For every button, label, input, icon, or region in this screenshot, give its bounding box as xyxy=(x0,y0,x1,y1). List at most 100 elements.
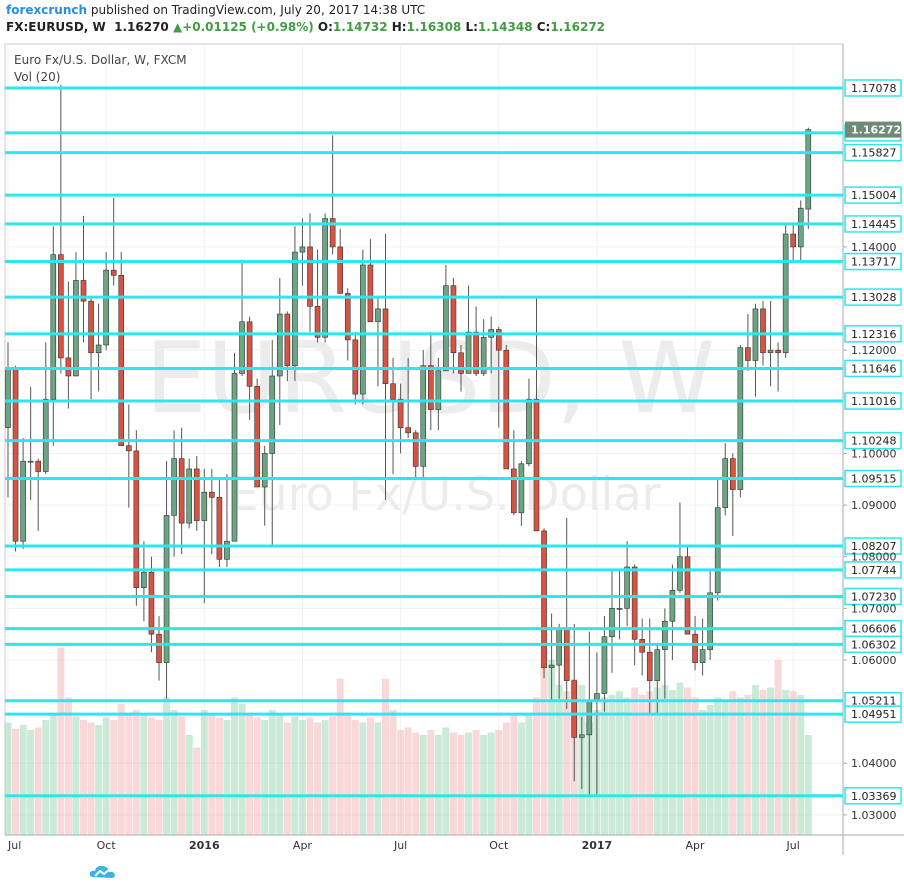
level-label-box xyxy=(844,469,902,488)
h-value: 1.16308 xyxy=(406,20,462,34)
volume-bar xyxy=(465,732,473,835)
volume-bar xyxy=(329,716,337,835)
volume-bar xyxy=(163,697,171,835)
volume-bar xyxy=(185,735,193,835)
candle-body xyxy=(692,633,698,663)
h-label: H: xyxy=(391,20,407,34)
level-label-box xyxy=(844,143,902,162)
candle-body xyxy=(631,566,638,640)
chart: EURUSD, W Euro Fx/U.S. Dollar 1.170781.1… xyxy=(4,43,904,855)
volume-bar xyxy=(487,732,495,835)
volume-bar xyxy=(517,722,525,835)
candle-body xyxy=(133,450,140,588)
level-label-box xyxy=(844,252,902,271)
o-label: O: xyxy=(317,20,333,34)
candle-body xyxy=(397,398,404,428)
candle-body xyxy=(616,608,623,610)
volume-bar xyxy=(208,715,216,835)
x-tick-label: Apr xyxy=(686,839,706,852)
volume-bar xyxy=(434,735,442,835)
volume-bar xyxy=(472,730,480,835)
candle-body xyxy=(601,636,608,694)
last-price-box xyxy=(845,121,901,138)
last: 1.16270 xyxy=(114,20,169,34)
candle-body xyxy=(669,589,676,622)
candle-body xyxy=(473,331,479,374)
candle-body xyxy=(677,556,683,591)
candle-body xyxy=(5,367,11,428)
candle-body xyxy=(722,458,729,508)
volume-bar xyxy=(555,685,563,835)
volume-bar xyxy=(684,687,691,835)
volume-bar xyxy=(525,712,533,835)
volume-bar xyxy=(759,690,767,835)
volume-bar xyxy=(412,732,420,835)
volume-bar xyxy=(125,712,133,835)
volume-bar xyxy=(638,695,646,835)
volume-bar xyxy=(351,720,359,835)
volume-bar xyxy=(57,647,65,835)
candle-body xyxy=(292,251,298,366)
level-label-box xyxy=(844,561,902,579)
candle-body xyxy=(624,566,630,609)
candle-body xyxy=(58,254,64,359)
volume-bar xyxy=(27,730,35,835)
c-label: C: xyxy=(536,20,551,34)
candle-body xyxy=(156,633,162,663)
y-tick-label: 1.08000 xyxy=(851,551,897,564)
volume-bar xyxy=(314,722,322,835)
l-label: L: xyxy=(465,20,478,34)
level-label: 1.06606 xyxy=(851,623,897,636)
level-label: 1.11016 xyxy=(851,395,897,408)
x-tick-label: 2017 xyxy=(582,839,613,852)
level-label: 1.10248 xyxy=(851,435,897,448)
y-tick-label: 1.12000 xyxy=(851,344,897,357)
l-value: 1.14348 xyxy=(477,20,533,34)
candle-body xyxy=(307,246,313,307)
volume-bar xyxy=(449,732,457,835)
candle-body xyxy=(609,608,615,638)
volume-bar xyxy=(170,710,178,835)
volume-bar xyxy=(533,697,540,835)
candle-body xyxy=(782,233,789,354)
volume-bar xyxy=(608,695,616,835)
volume-bar xyxy=(200,710,208,835)
volume-bar xyxy=(744,695,752,835)
candle-body xyxy=(201,491,208,521)
volume-bar xyxy=(480,735,488,835)
volume-bar xyxy=(321,720,329,835)
candle-body xyxy=(805,129,812,210)
candle-body xyxy=(80,280,87,302)
candle-body xyxy=(254,386,260,488)
level-label-box xyxy=(844,288,902,306)
publisher[interactable]: forexcrunch xyxy=(6,3,88,17)
candle-body xyxy=(458,352,464,374)
level-label-box xyxy=(844,359,902,378)
volume-bar xyxy=(261,720,269,835)
candle-body xyxy=(775,349,781,354)
candle-body xyxy=(367,264,374,323)
candle-body xyxy=(118,275,125,446)
volume-bar xyxy=(397,730,405,835)
candle-body xyxy=(495,329,502,351)
volume-bar xyxy=(34,727,42,835)
volume-bar xyxy=(631,687,639,835)
volume-bar xyxy=(548,660,556,835)
c-value: 1.16272 xyxy=(550,20,606,34)
candle-body xyxy=(261,453,268,488)
volume-bar xyxy=(404,727,412,835)
y-tick-label: 1.04000 xyxy=(851,757,897,770)
volume-bar xyxy=(42,720,50,835)
candle-body xyxy=(337,246,344,294)
candle-body xyxy=(344,293,351,341)
header-line: forexcrunch published on TradingView.com… xyxy=(6,2,605,19)
candle-body xyxy=(73,280,79,377)
x-tick-label: Jul xyxy=(393,839,407,852)
volume-bar xyxy=(782,690,790,835)
volume-bar xyxy=(767,687,775,835)
chart-title: Euro Fx/U.S. Dollar, W, FXCM xyxy=(14,53,187,67)
volume-bar xyxy=(714,697,722,835)
level-label-box xyxy=(844,215,902,233)
volume-bar xyxy=(706,705,714,835)
volume-bar xyxy=(359,722,367,835)
